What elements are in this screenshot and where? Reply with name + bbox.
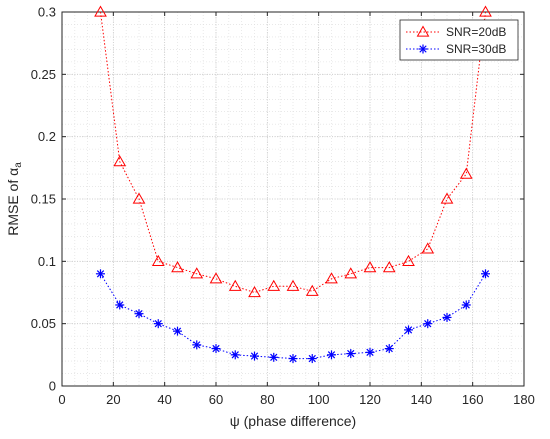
asterisk-stroke [481, 270, 490, 278]
data-point-asterisk [153, 319, 163, 329]
data-point-asterisk [173, 326, 182, 336]
data-point-triangle [459, 167, 473, 179]
data-point-asterisk [346, 349, 356, 359]
data-point-asterisk [115, 300, 125, 310]
data-point-triangle [151, 254, 165, 266]
y-tick-label: 0.15 [31, 192, 56, 207]
data-point-triangle [190, 267, 204, 279]
data-point-asterisk [481, 269, 490, 279]
data-point-triangle [479, 5, 492, 17]
x-tick-label: 60 [209, 392, 223, 407]
legend: SNR=20dB SNR=30dB [399, 19, 519, 61]
asterisk-stroke [135, 310, 143, 318]
data-point-asterisk [211, 344, 221, 354]
x-tick-label: 20 [106, 392, 120, 407]
asterisk-stroke [404, 326, 413, 334]
x-tick-label: 180 [513, 392, 535, 407]
data-point-asterisk [423, 319, 433, 329]
asterisk-stroke [308, 354, 316, 363]
legend-label: SNR=20dB [446, 25, 506, 39]
data-point-triangle [305, 284, 319, 296]
data-point-asterisk [461, 300, 471, 310]
data-point-asterisk [418, 44, 428, 54]
data-point-triangle [132, 192, 146, 204]
data-point-asterisk [404, 325, 413, 335]
data-point-triangle [440, 192, 454, 204]
data-point-asterisk [134, 309, 144, 319]
data-point-triangle [248, 285, 261, 298]
series-line [100, 11, 486, 294]
asterisk-stroke [443, 313, 451, 322]
y-axis-label: RMSE of αa [5, 162, 24, 236]
x-tick-label: 40 [157, 392, 171, 407]
data-point-triangle [382, 261, 396, 273]
legend-entry-1: SNR=20dB [406, 25, 506, 39]
asterisk-stroke [154, 320, 162, 328]
data-point-triangle [416, 25, 430, 37]
asterisk-stroke [366, 348, 374, 357]
x-tick-label: 0 [58, 392, 65, 407]
asterisk-stroke [270, 353, 278, 361]
data-point-triangle [267, 279, 281, 291]
data-point-asterisk [192, 340, 202, 350]
y-tick-label: 0.05 [31, 316, 56, 331]
data-point-triangle [421, 242, 435, 254]
data-point-asterisk [327, 350, 336, 360]
asterisk-stroke [116, 301, 124, 309]
legend-entry-2: SNR=30dB [406, 42, 506, 56]
data-point-triangle [286, 279, 300, 291]
y-tick-label: 0.3 [38, 5, 56, 20]
legend-box [399, 19, 519, 61]
data-point-asterisk [288, 354, 298, 364]
data-point-asterisk [96, 269, 105, 279]
data-point-asterisk [307, 354, 317, 364]
asterisk-stroke [419, 45, 427, 53]
y-tick-label: 0.2 [38, 129, 56, 144]
y-tick-label: 0.1 [38, 254, 56, 269]
axis-ticks: 0 20 40 60 80 100 120 140 160 180 0 0.05 0.1 0.15 0.2 0… [31, 5, 535, 408]
asterisk-stroke [424, 320, 432, 328]
asterisk-stroke [289, 354, 297, 363]
x-axis-label: ψ (phase difference) [230, 413, 356, 429]
data-point-asterisk [269, 352, 279, 362]
asterisk-stroke [250, 352, 259, 360]
data-point-asterisk [442, 312, 452, 322]
y-tick-label: 0 [49, 379, 56, 394]
x-tick-label: 120 [359, 392, 381, 407]
x-tick-label: 140 [410, 392, 432, 407]
x-tick-label: 160 [462, 392, 484, 407]
asterisk-stroke [193, 341, 201, 349]
data-point-triangle [363, 261, 377, 273]
asterisk-stroke [462, 301, 470, 309]
data-point-triangle [228, 279, 242, 291]
asterisk-stroke [347, 349, 355, 358]
data-point-triangle [344, 267, 358, 279]
asterisk-stroke [212, 344, 220, 353]
data-point-triangle [209, 272, 223, 284]
data-point-triangle [94, 5, 107, 17]
x-tick-label: 100 [308, 392, 330, 407]
series-2 [96, 269, 490, 364]
series-1 [94, 5, 492, 298]
y-tick-label: 0.25 [31, 67, 56, 82]
y-axis-label-subscript: a [13, 162, 24, 168]
data-point-asterisk [365, 347, 375, 357]
data-point-triangle [171, 261, 184, 273]
series-layer [94, 5, 492, 364]
y-axis-label-main: RMSE of α [5, 168, 21, 236]
data-point-triangle [402, 254, 415, 266]
asterisk-stroke [173, 327, 182, 335]
legend-label: SNR=30dB [446, 42, 506, 56]
data-point-triangle [113, 155, 127, 167]
data-point-asterisk [384, 344, 394, 354]
data-point-asterisk [230, 350, 240, 360]
asterisk-stroke [231, 351, 239, 359]
asterisk-stroke [385, 344, 393, 353]
data-point-triangle [325, 272, 338, 284]
x-tick-label: 80 [260, 392, 274, 407]
data-point-asterisk [250, 351, 259, 361]
asterisk-stroke [96, 270, 105, 278]
asterisk-stroke [327, 351, 336, 359]
